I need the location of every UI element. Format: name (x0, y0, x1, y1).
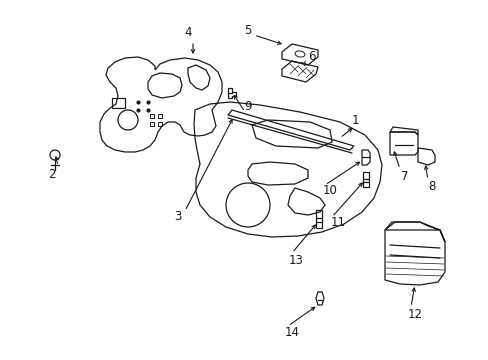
Text: 6: 6 (307, 50, 315, 63)
Text: 13: 13 (288, 253, 303, 266)
Text: 12: 12 (407, 309, 422, 321)
Text: 7: 7 (401, 170, 408, 183)
Bar (150, 114, 154, 118)
Text: 14: 14 (284, 325, 299, 338)
Bar (158, 122, 162, 126)
Bar (158, 114, 162, 118)
Text: 9: 9 (244, 99, 251, 112)
Text: 5: 5 (244, 23, 251, 36)
Text: 11: 11 (330, 216, 345, 229)
Text: 4: 4 (184, 27, 191, 40)
Text: 1: 1 (350, 113, 358, 126)
Text: 2: 2 (48, 168, 56, 181)
Text: 10: 10 (322, 184, 337, 197)
Bar (150, 122, 154, 126)
Text: 8: 8 (427, 180, 435, 193)
Text: 3: 3 (174, 211, 182, 224)
